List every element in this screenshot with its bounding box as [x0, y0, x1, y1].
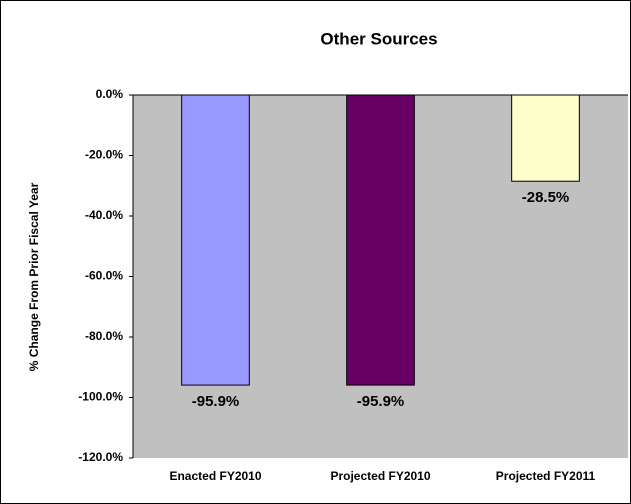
data-label: -95.9% — [357, 393, 405, 410]
y-tick-label: -40.0% — [85, 208, 123, 222]
data-label: -28.5% — [522, 189, 570, 206]
y-tick-label: -100.0% — [78, 390, 123, 404]
y-tick-label: -60.0% — [85, 269, 123, 283]
y-axis-label: % Change From Prior Fiscal Year — [27, 182, 41, 371]
chart-title: Other Sources — [320, 29, 437, 48]
bar — [346, 94, 415, 386]
bar — [511, 94, 580, 182]
x-tick-label: Projected FY2010 — [330, 469, 430, 483]
y-tick-label: -80.0% — [85, 329, 123, 343]
y-tick-label: -120.0% — [78, 450, 123, 464]
x-tick-label: Projected FY2011 — [496, 469, 596, 483]
x-tick-label: Enacted FY2010 — [169, 469, 261, 483]
y-tick-label: -20.0% — [85, 148, 123, 162]
bar — [181, 94, 250, 386]
data-label: -95.9% — [192, 393, 240, 410]
y-tick-label: 0.0% — [96, 87, 124, 101]
